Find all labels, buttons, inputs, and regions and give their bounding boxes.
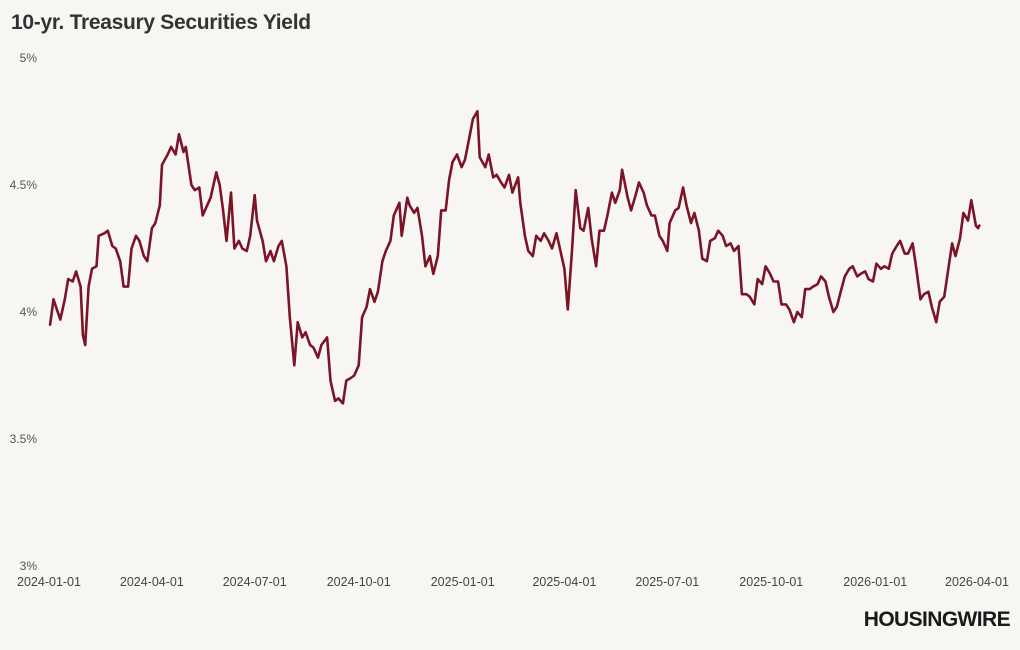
x-tick-label: 2025-10-01 bbox=[739, 575, 803, 589]
x-tick-label: 2024-07-01 bbox=[223, 575, 287, 589]
x-tick-label: 2024-04-01 bbox=[120, 575, 184, 589]
housingwire-logo: HOUSINGWIRE bbox=[863, 608, 1011, 631]
y-tick-label: 5% bbox=[20, 51, 38, 65]
y-tick-label: 4% bbox=[20, 305, 38, 319]
yield-series-line bbox=[48, 110, 981, 405]
y-tick-label: 4.5% bbox=[10, 178, 38, 192]
y-tick-label: 3.5% bbox=[10, 432, 38, 446]
chart-title: 10-yr. Treasury Securities Yield bbox=[11, 11, 311, 34]
x-tick-label: 2025-01-01 bbox=[431, 575, 495, 589]
y-axis-ticks: 3% 3.5% 4% 4.5% 5% bbox=[10, 51, 38, 573]
series-group bbox=[48, 110, 981, 405]
x-tick-label: 2024-01-01 bbox=[17, 575, 81, 589]
x-tick-label: 2026-01-01 bbox=[843, 575, 907, 589]
x-axis-ticks: 2024-01-01 2024-04-01 2024-07-01 2024-10-01… bbox=[17, 575, 1009, 589]
x-tick-label: 2024-10-01 bbox=[327, 575, 391, 589]
x-tick-label: 2025-04-01 bbox=[532, 575, 596, 589]
x-tick-label: 2026-04-01 bbox=[945, 575, 1009, 589]
y-tick-label: 3% bbox=[20, 559, 38, 573]
x-tick-label: 2025-07-01 bbox=[635, 575, 699, 589]
